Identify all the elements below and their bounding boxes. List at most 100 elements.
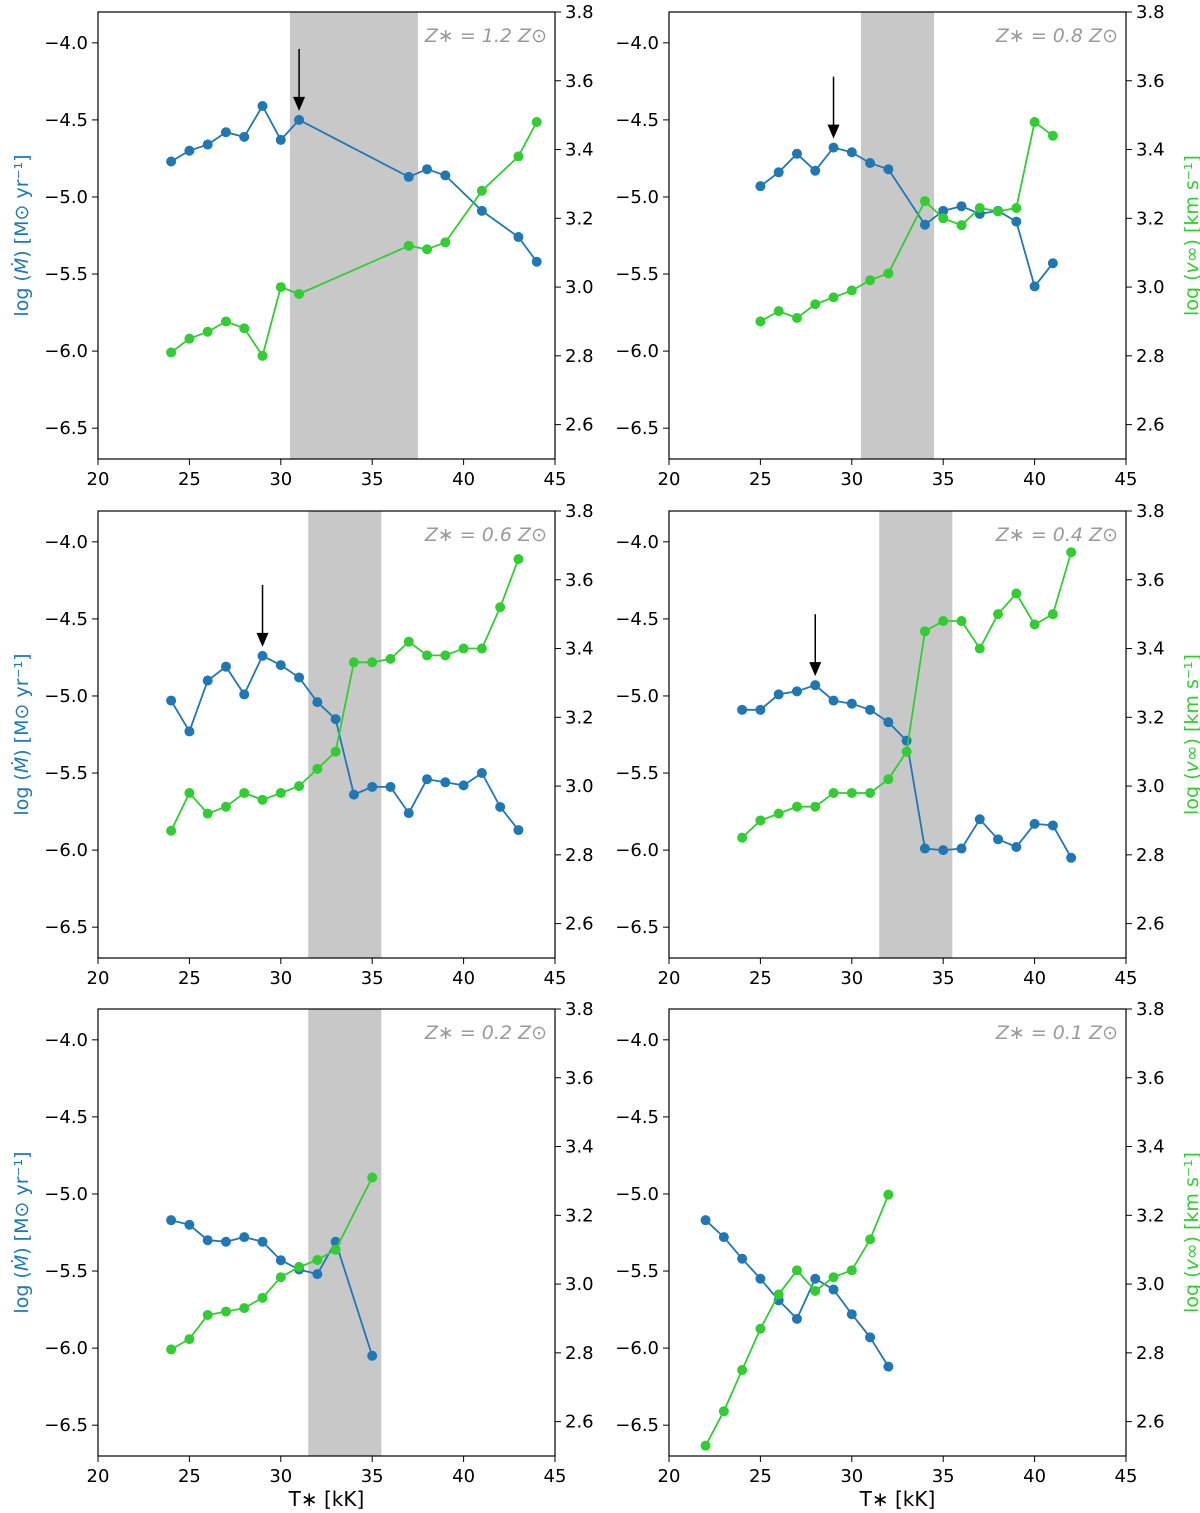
- data-point-vinf: [938, 616, 949, 627]
- data-point-vinf: [883, 268, 894, 279]
- data-point-mdot: [846, 147, 857, 158]
- data-point-vinf: [257, 794, 268, 805]
- data-point-mdot: [901, 735, 912, 746]
- data-point-mdot: [367, 1350, 378, 1361]
- data-point-vinf: [257, 1292, 268, 1303]
- y-left-tick-label: −6.5: [615, 418, 659, 439]
- data-point-mdot: [773, 167, 784, 178]
- data-point-vinf: [755, 1323, 766, 1334]
- y-left-tick-label: −5.0: [44, 1184, 88, 1205]
- x-tick-label: 20: [658, 1466, 681, 1487]
- y-right-tick-label: 2.6: [565, 1412, 594, 1433]
- y-left-tick-label: −5.5: [44, 1261, 88, 1282]
- y-right-tick-label: 3.0: [565, 776, 594, 797]
- data-point-vinf: [440, 650, 451, 661]
- data-point-mdot: [865, 704, 876, 715]
- y-right-label-symbol: v∞: [1181, 1243, 1200, 1270]
- arrow-marker: [293, 48, 306, 111]
- data-point-vinf: [974, 202, 985, 213]
- y-left-tick-label: −5.0: [44, 187, 88, 208]
- data-point-mdot: [312, 1269, 323, 1280]
- data-point-vinf: [239, 323, 250, 334]
- data-point-vinf: [348, 657, 359, 668]
- data-point-vinf: [275, 1272, 286, 1283]
- data-point-mdot: [220, 661, 231, 672]
- shaded-region: [879, 511, 953, 958]
- y-right-tick-label: 3.8: [565, 999, 594, 1020]
- x-tick-label: 35: [361, 1466, 384, 1487]
- x-tick-label: 25: [178, 968, 201, 989]
- y-left-label-suffix: ) [M⊙ yr⁻¹]: [11, 154, 33, 257]
- y-right-tick-label: 2.6: [565, 415, 594, 436]
- data-point-mdot: [476, 768, 487, 779]
- y-right-tick-label: 3.4: [565, 639, 594, 660]
- data-point-vinf: [294, 288, 305, 299]
- y-left-tick-label: −5.5: [615, 1261, 659, 1282]
- axes-frame: [668, 11, 1127, 460]
- y-left-tick-label: −4.0: [44, 33, 88, 54]
- y-left-label-symbol: Ṁ: [10, 757, 33, 773]
- y-right-tick-label: 3.6: [565, 1068, 594, 1089]
- y-right-tick-label: 2.8: [1136, 346, 1165, 367]
- data-point-mdot: [257, 1236, 268, 1247]
- x-tick-label: 25: [178, 1466, 201, 1487]
- y-left-tick-label: −5.5: [44, 264, 88, 285]
- y-right-label-suffix: ) [km s⁻¹]: [1181, 1152, 1200, 1243]
- x-tick-label: 25: [749, 469, 772, 490]
- data-point-mdot: [275, 1255, 286, 1266]
- metallicity-label: Z∗ = 0.8 Z⊙: [995, 25, 1118, 47]
- x-tick-label: 25: [749, 1466, 772, 1487]
- data-point-mdot: [865, 158, 876, 169]
- y-left-tick-label: −5.0: [615, 1184, 659, 1205]
- data-point-vinf: [883, 1189, 894, 1200]
- y-left-tick-label: −6.5: [44, 418, 88, 439]
- data-point-mdot: [275, 134, 286, 145]
- axes-frame: [668, 1008, 1127, 1457]
- y-right-label-suffix: ) [km s⁻¹]: [1181, 654, 1200, 745]
- data-point-mdot: [755, 181, 766, 192]
- data-point-mdot: [1047, 258, 1058, 269]
- data-point-vinf: [810, 801, 821, 812]
- x-tick-label: 45: [1115, 469, 1138, 490]
- x-tick-label: 40: [452, 1466, 475, 1487]
- y-left-tick-label: −5.5: [44, 763, 88, 784]
- x-tick-label: 40: [1023, 469, 1046, 490]
- y-right-tick-label: 3.2: [565, 208, 594, 229]
- y-right-tick-label: 2.6: [565, 914, 594, 935]
- x-tick-label: 25: [749, 968, 772, 989]
- data-point-vinf: [495, 602, 506, 613]
- data-point-mdot: [974, 814, 985, 825]
- y-right-tick-label: 3.4: [1136, 1137, 1165, 1158]
- data-point-vinf: [403, 636, 414, 647]
- x-tick-label: 30: [269, 1466, 292, 1487]
- y-right-tick-label: 3.2: [565, 1205, 594, 1226]
- y-left-tick-label: −4.5: [44, 609, 88, 630]
- data-point-vinf: [476, 185, 487, 196]
- arrow-marker: [256, 584, 269, 647]
- data-point-mdot: [239, 131, 250, 142]
- shaded-region: [860, 12, 935, 459]
- y-left-tick-label: −5.5: [615, 264, 659, 285]
- data-point-vinf: [513, 151, 524, 162]
- series-line-vinf: [759, 120, 1054, 323]
- data-point-mdot: [938, 205, 949, 216]
- y-left-axis-label: log (Ṁ) [M⊙ yr⁻¹]: [10, 1151, 33, 1313]
- x-tick-label: 45: [544, 1466, 567, 1487]
- arrow-marker: [827, 76, 840, 139]
- data-point-mdot: [166, 1215, 177, 1226]
- data-point-mdot: [312, 697, 323, 708]
- data-point-vinf: [755, 815, 766, 826]
- y-left-tick-label: −6.5: [615, 917, 659, 938]
- data-point-mdot: [202, 675, 213, 686]
- data-point-vinf: [956, 616, 967, 627]
- y-right-tick-label: 2.8: [565, 1343, 594, 1364]
- data-point-vinf: [294, 1261, 305, 1272]
- y-right-tick-label: 3.8: [565, 2, 594, 23]
- y-right-axis-label: log (v∞) [km s⁻¹]: [1181, 155, 1200, 316]
- y-left-tick-label: −5.0: [615, 187, 659, 208]
- data-point-mdot: [718, 1232, 729, 1243]
- x-tick-label: 20: [658, 968, 681, 989]
- x-tick-label: 40: [452, 968, 475, 989]
- y-right-tick-label: 3.4: [565, 1137, 594, 1158]
- y-right-axis-label: log (v∞) [km s⁻¹]: [1181, 1152, 1200, 1313]
